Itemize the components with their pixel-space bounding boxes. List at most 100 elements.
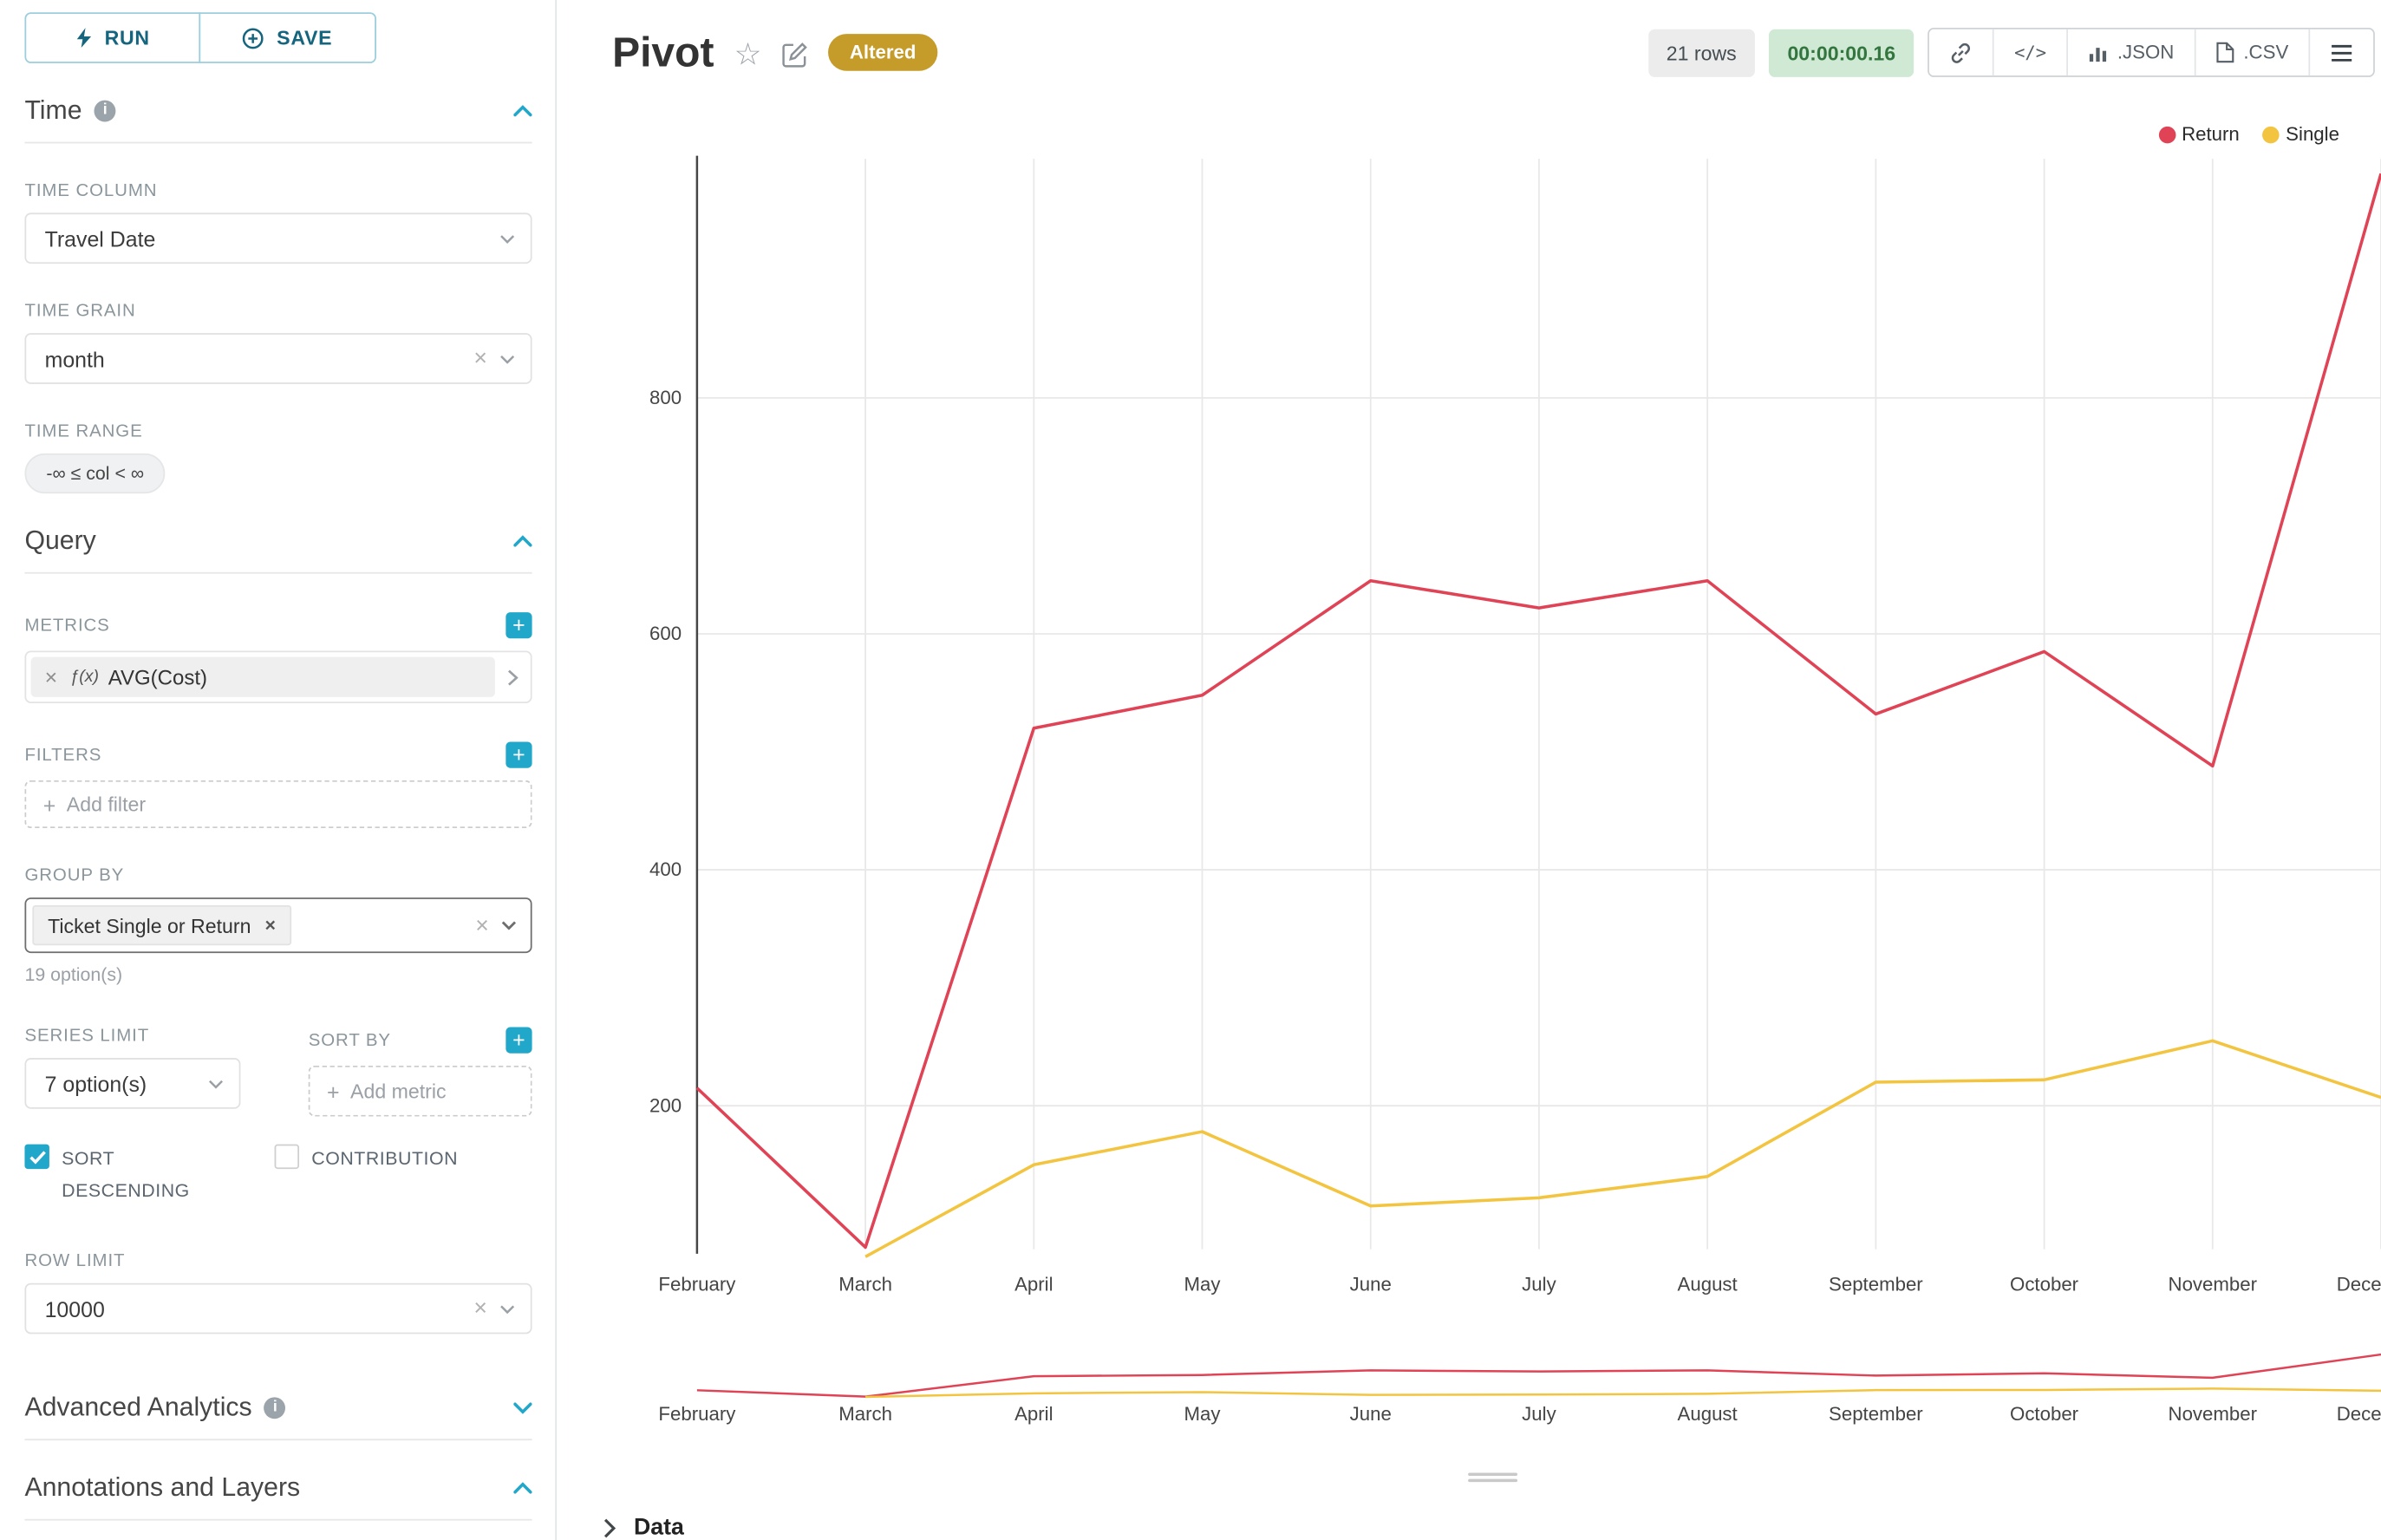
plus-icon: + xyxy=(327,1079,340,1104)
remove-metric-icon[interactable]: × xyxy=(44,664,58,689)
clear-icon[interactable]: × xyxy=(475,911,489,939)
filters-label: FILTERS xyxy=(24,745,102,765)
chevron-up-icon[interactable] xyxy=(513,105,532,117)
panel-resize-handle[interactable] xyxy=(1468,1470,1518,1485)
line-chart[interactable]: February February March March April April May M… xyxy=(571,85,2381,1442)
clear-icon[interactable]: × xyxy=(473,345,488,372)
add-filter-button[interactable]: + xyxy=(506,741,532,768)
checkbox-checked-icon[interactable] xyxy=(24,1144,49,1170)
svg-text:400: 400 xyxy=(649,858,682,880)
group-by-controls: × xyxy=(475,911,517,939)
legend-item-return[interactable]: Return xyxy=(2158,123,2240,146)
chevron-down-icon[interactable] xyxy=(501,921,517,930)
svg-text:June: June xyxy=(1350,1403,1392,1425)
row-limit-select[interactable]: 10000 × xyxy=(24,1282,532,1334)
code-icon: </> xyxy=(2014,42,2047,63)
advanced-analytics-header[interactable]: Advanced Analytics i xyxy=(24,1334,532,1441)
chart-area: Pivot ☆ Altered 21 rows 00:00:00.16 </> … xyxy=(557,0,2381,1540)
metrics-label-row: METRICS + xyxy=(24,612,532,639)
svg-text:May: May xyxy=(1184,1403,1222,1425)
annotations-layers-header[interactable]: Annotations and Layers xyxy=(24,1440,532,1521)
add-metric-button[interactable]: + xyxy=(506,612,532,639)
group-by-token[interactable]: Ticket Single or Return × xyxy=(32,904,291,946)
svg-text:February: February xyxy=(658,1274,736,1295)
time-column-label-row: TIME COLUMN xyxy=(24,182,532,200)
legend-dot xyxy=(2158,125,2176,143)
query-section-header[interactable]: Query xyxy=(24,493,532,574)
json-label: .JSON xyxy=(2117,42,2175,63)
data-panel-toggle[interactable]: Data xyxy=(603,1514,684,1540)
row-limit-label: ROW LIMIT xyxy=(24,1252,126,1271)
favorite-star-icon[interactable]: ☆ xyxy=(734,37,762,72)
share-link-button[interactable] xyxy=(1929,29,1993,75)
legend-label: Single xyxy=(2286,123,2339,146)
time-column-select[interactable]: Travel Date xyxy=(24,212,532,264)
svg-text:February: February xyxy=(658,1403,736,1425)
hamburger-icon xyxy=(2332,44,2352,61)
export-json-button[interactable]: .JSON xyxy=(2066,29,2194,76)
group-by-select[interactable]: Ticket Single or Return × × xyxy=(24,897,532,954)
metric-pill[interactable]: × ƒ(x) AVG(Cost) xyxy=(30,656,495,697)
legend-label: Return xyxy=(2182,123,2240,146)
bolt-icon xyxy=(76,28,91,48)
series-limit-label-row: SERIES LIMIT xyxy=(24,1027,240,1045)
save-button[interactable]: SAVE xyxy=(199,12,376,63)
sort-descending-label: SORT DESCENDING xyxy=(62,1147,190,1202)
svg-text:July: July xyxy=(1522,1274,1556,1295)
chevron-up-icon[interactable] xyxy=(513,535,532,547)
plus-icon: + xyxy=(42,792,56,817)
svg-text:October: October xyxy=(2010,1274,2079,1295)
chevron-down-icon[interactable] xyxy=(513,1402,532,1414)
advanced-analytics-title: Advanced Analytics xyxy=(24,1392,252,1422)
svg-text:March: March xyxy=(838,1403,892,1425)
series-limit-select[interactable]: 7 option(s) xyxy=(24,1058,241,1109)
time-range-pill[interactable]: -∞ ≤ col < ∞ xyxy=(24,453,166,494)
remove-token-icon[interactable]: × xyxy=(264,914,276,936)
time-grain-value: month xyxy=(44,346,105,371)
export-button-group: </> .JSON .CSV xyxy=(1928,28,2375,77)
metric-value: AVG(Cost) xyxy=(108,665,208,689)
chevron-right-icon[interactable] xyxy=(507,669,519,686)
chevron-down-icon xyxy=(500,234,515,244)
contribution-label: CONTRIBUTION xyxy=(311,1147,459,1170)
checkbox-unchecked-icon[interactable] xyxy=(274,1144,300,1170)
svg-text:November: November xyxy=(2169,1403,2258,1425)
metrics-label: METRICS xyxy=(24,616,110,635)
info-icon: i xyxy=(264,1397,286,1419)
svg-text:July: July xyxy=(1522,1403,1556,1425)
edit-properties-icon[interactable] xyxy=(782,42,808,68)
altered-badge[interactable]: Altered xyxy=(827,34,938,71)
embed-code-button[interactable]: </> xyxy=(1993,29,2066,76)
run-label: RUN xyxy=(104,26,150,49)
chart-controls: 21 rows 00:00:00.16 </> .JSON .CSV xyxy=(1647,28,2375,77)
add-filter-dropzone[interactable]: + Add filter xyxy=(24,780,532,829)
sort-descending-checkbox[interactable]: SORT DESCENDING xyxy=(24,1143,197,1208)
time-section-header[interactable]: Time i xyxy=(24,63,532,144)
svg-text:September: September xyxy=(1829,1403,1923,1425)
legend-item-single[interactable]: Single xyxy=(2262,123,2339,145)
save-icon xyxy=(243,27,264,49)
contribution-checkbox[interactable]: CONTRIBUTION xyxy=(274,1143,459,1208)
row-count-badge: 21 rows xyxy=(1647,28,1756,77)
add-sort-metric-button[interactable]: + xyxy=(506,1027,532,1054)
time-grain-label: TIME GRAIN xyxy=(24,302,136,321)
run-button[interactable]: RUN xyxy=(24,12,201,63)
svg-text:April: April xyxy=(1014,1274,1053,1295)
info-icon: i xyxy=(94,100,116,122)
control-panel: RUN SAVE Time i TIME COLUMN Travel Date … xyxy=(0,0,558,1540)
time-grain-select[interactable]: month × xyxy=(24,333,532,384)
clear-icon[interactable]: × xyxy=(473,1295,488,1322)
query-section-title: Query xyxy=(24,525,96,556)
svg-text:December: December xyxy=(2337,1274,2381,1295)
chart-menu-button[interactable] xyxy=(2308,29,2373,76)
export-csv-button[interactable]: .CSV xyxy=(2194,29,2308,76)
sort-by-dropzone[interactable]: + Add metric xyxy=(308,1065,532,1117)
svg-text:200: 200 xyxy=(649,1094,682,1116)
group-by-token-label: Ticket Single or Return xyxy=(48,913,251,937)
series-limit-label: SERIES LIMIT xyxy=(24,1027,150,1046)
svg-text:May: May xyxy=(1184,1274,1222,1295)
group-by-label: GROUP BY xyxy=(24,866,125,885)
checkbox-row: SORT DESCENDING CONTRIBUTION xyxy=(24,1143,532,1208)
chevron-up-icon[interactable] xyxy=(513,1482,532,1494)
query-timer-badge: 00:00:00.16 xyxy=(1769,28,1915,77)
